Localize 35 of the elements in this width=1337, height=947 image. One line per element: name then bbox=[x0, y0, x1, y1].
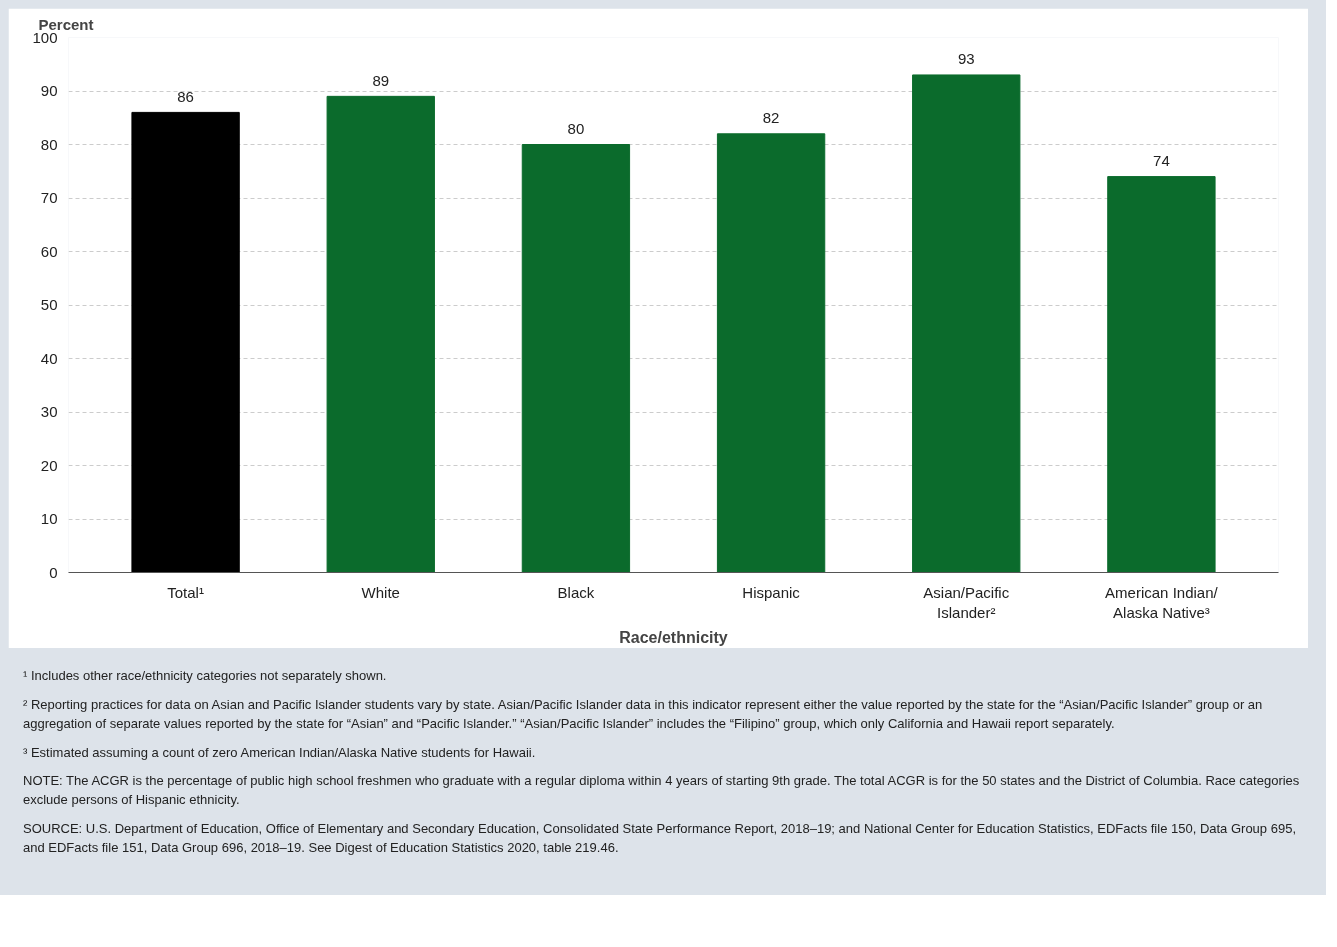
data-label: 80 bbox=[567, 119, 585, 137]
x-tick-label: Hispanic bbox=[742, 583, 801, 601]
x-tick-label: American Indian/ Alaska Native³ bbox=[1105, 583, 1219, 621]
bar bbox=[521, 144, 631, 573]
x-axis-title: Race/ethnicity bbox=[619, 628, 728, 646]
y-tick-label: 70 bbox=[40, 189, 58, 206]
bar bbox=[912, 74, 1021, 573]
y-axis-title: Percent bbox=[38, 15, 94, 33]
y-tick-label: 40 bbox=[40, 349, 58, 367]
data-label: 82 bbox=[762, 109, 780, 127]
data-label: 93 bbox=[957, 50, 975, 68]
data-label: 89 bbox=[372, 71, 390, 89]
y-tick-label: 30 bbox=[40, 403, 58, 420]
bar bbox=[1107, 176, 1216, 573]
text: ¹ Includes other race/ethnicity categories not separately shown. bbox=[23, 667, 388, 685]
data-label: 86 bbox=[177, 87, 194, 105]
data-label: 74 bbox=[1153, 151, 1170, 169]
text: ³ Estimated assuming a count of zero American Indian/Alaska Native students for Hawaii. bbox=[23, 743, 537, 762]
y-tick-label: 20 bbox=[40, 456, 58, 474]
y-tick-label: 80 bbox=[40, 135, 58, 153]
source-note: SOURCE: U.S. Department of Education, Office of Elementary and Secondary Education, Consolidated State Performance Report, 2018–19; and National Center for Education Statistics, EDFacts file 150, Data Group 695, and EDFacts file 151, Data Group 696, 2018–19. See Digest of Education Statistics 2020, table 219.46. bbox=[23, 820, 1297, 857]
bar bbox=[131, 111, 240, 573]
x-tick-label: Asian/Pacific Islander² bbox=[923, 583, 1010, 621]
y-tick-label: 10 bbox=[40, 510, 58, 527]
text: NOTE: The ACGR is the percentage of public high school freshmen who graduate with a regular diploma within 4 years of starting 9th grade. The total ACGR is for the 50 states and the District of Columbia. Race categories exclude persons of Hispanic ethnicity. bbox=[23, 772, 1301, 810]
x-tick-label: White bbox=[361, 583, 400, 601]
y-tick-label: 90 bbox=[40, 82, 58, 99]
bar bbox=[326, 95, 435, 573]
x-tick-label: Black bbox=[557, 583, 595, 601]
y-tick-label: 0 bbox=[49, 563, 58, 581]
text: ² Reporting practices for data on Asian and Pacific Islander students vary by state. Asian/Pacific Islander data in this indicator represent either the value reported by the state for the “Asian/Pacific Islander” group or an aggregation of separate values reported by the state for “Asian” and “Pacific Islander.” “Asian/Pacific Islander” includes the “Filipino” group, which only California and Hawaii report separately. bbox=[23, 695, 1264, 733]
bar bbox=[716, 133, 826, 573]
x-tick-label: Total¹ bbox=[167, 583, 204, 601]
y-tick-label: 50 bbox=[40, 296, 58, 313]
y-tick-label: 60 bbox=[40, 242, 58, 260]
